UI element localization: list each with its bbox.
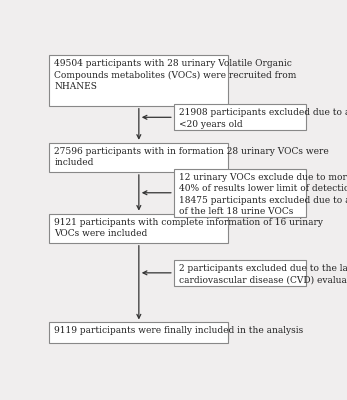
- FancyBboxPatch shape: [174, 260, 306, 286]
- FancyBboxPatch shape: [174, 169, 306, 217]
- FancyBboxPatch shape: [174, 104, 306, 130]
- FancyBboxPatch shape: [49, 214, 228, 243]
- FancyBboxPatch shape: [49, 143, 228, 172]
- Text: 27596 participants with in formation 28 urinary VOCs were
included: 27596 participants with in formation 28 …: [54, 147, 329, 167]
- Text: 2 participants excluded due to the lack of
cardiovascular disease (CVD) evaluati: 2 participants excluded due to the lack …: [179, 264, 347, 284]
- Text: 12 urinary VOCs exclude due to more than
40% of results lower limit of detection: 12 urinary VOCs exclude due to more than…: [179, 173, 347, 216]
- Text: 21908 participants excluded due to aged
<20 years old: 21908 participants excluded due to aged …: [179, 108, 347, 129]
- FancyBboxPatch shape: [49, 322, 228, 343]
- FancyBboxPatch shape: [49, 55, 228, 106]
- Text: 9119 participants were finally included in the analysis: 9119 participants were finally included …: [54, 326, 304, 336]
- Text: 49504 participants with 28 urinary Volatile Organic
Compounds metabolites (VOCs): 49504 participants with 28 urinary Volat…: [54, 59, 297, 91]
- Text: 9121 participants with complete information of 16 urinary
VOCs were included: 9121 participants with complete informat…: [54, 218, 323, 238]
